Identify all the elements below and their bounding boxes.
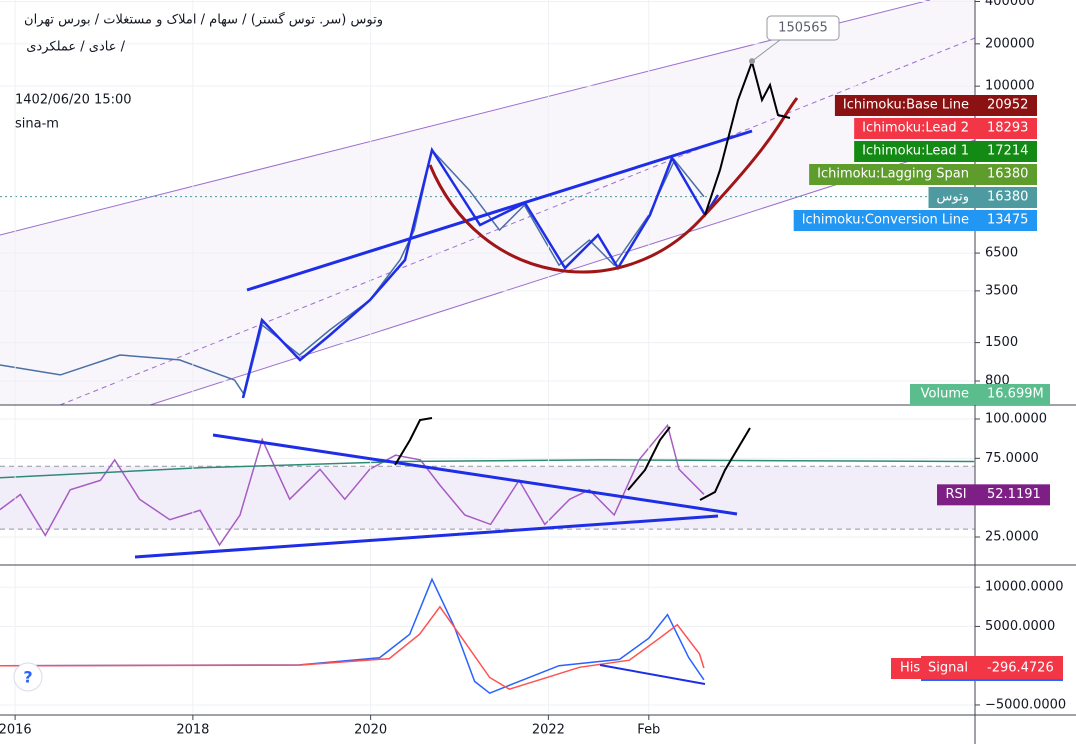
label-name-box bbox=[793, 210, 975, 231]
logo-mark: ? bbox=[23, 668, 32, 687]
series-line bbox=[0, 577, 705, 695]
rsi-value-box bbox=[975, 484, 1050, 506]
zigzag bbox=[241, 146, 720, 399]
label-name: Ichimoku:Conversion Line bbox=[802, 213, 969, 228]
callout-box bbox=[766, 15, 840, 41]
label-name-box bbox=[854, 141, 975, 162]
subtitle: عادی / عملکردی / bbox=[26, 40, 125, 55]
y-tick-label: 400000 bbox=[985, 0, 1035, 9]
symbol-path: وتوس (سر. توس گستر) / سهام / املاک و مست… bbox=[24, 12, 383, 28]
label-name: وتوس bbox=[937, 190, 969, 205]
y-tick-label: 6500 bbox=[985, 246, 1018, 261]
cup-arc bbox=[428, 97, 799, 274]
y-tick-label: 100.0000 bbox=[985, 412, 1047, 427]
rsi-projection bbox=[394, 417, 751, 501]
x-tick-label: Feb bbox=[637, 723, 660, 738]
projection bbox=[704, 58, 791, 216]
timestamp: 1402/06/20 15:00 bbox=[15, 93, 132, 108]
y-tick-label: 10000.0000 bbox=[985, 580, 1064, 595]
rsi-value: 52.1191 bbox=[987, 487, 1041, 502]
label-value-box bbox=[975, 95, 1037, 116]
volume-value: 16.699M bbox=[987, 387, 1044, 402]
label-name: Ichimoku:Lead 2 bbox=[862, 121, 969, 136]
x-tick-label: 2018 bbox=[176, 723, 209, 738]
label-value-box bbox=[975, 164, 1037, 185]
signal-value-box bbox=[975, 656, 1063, 681]
hist-name: His bbox=[900, 661, 920, 676]
volume-name: Volume bbox=[921, 387, 969, 402]
label-name: Ichimoku:Lagging Span bbox=[817, 167, 969, 182]
label-name-box bbox=[854, 118, 975, 139]
user: sina-m bbox=[15, 117, 59, 132]
label-value: 18293 bbox=[987, 121, 1028, 136]
x-tick-label: 2016 bbox=[0, 723, 32, 738]
label-value: 20952 bbox=[987, 98, 1028, 113]
label-value: 16380 bbox=[987, 167, 1028, 182]
x-tick-label: 2020 bbox=[354, 723, 387, 738]
series-line bbox=[0, 148, 705, 397]
trend-line bbox=[246, 129, 753, 292]
callout-pointer bbox=[751, 39, 781, 62]
volume-value-box bbox=[975, 384, 1050, 405]
label-value-box bbox=[975, 118, 1037, 139]
label-name: Ichimoku:Base Line bbox=[843, 98, 969, 113]
rsi-name: RSI bbox=[945, 487, 966, 502]
plot-layer bbox=[0, 0, 975, 715]
series-line bbox=[0, 605, 705, 691]
label-value: 16380 bbox=[987, 190, 1028, 205]
label-name-box bbox=[834, 95, 975, 116]
signal-name-box bbox=[921, 656, 975, 681]
x-tick-label: 2022 bbox=[532, 723, 565, 738]
peak-label: 150565 bbox=[778, 21, 828, 36]
y-tick-label: 5000.0000 bbox=[985, 619, 1055, 634]
signal-name: Signal bbox=[928, 661, 968, 676]
y-tick-label: 25.0000 bbox=[985, 529, 1039, 544]
macd-trend bbox=[599, 664, 706, 685]
series-line bbox=[0, 423, 705, 547]
signal-value: -296.4726 bbox=[987, 661, 1054, 676]
channel-fill bbox=[0, 0, 975, 405]
y-tick-label: 3500 bbox=[985, 283, 1018, 298]
channel-middle bbox=[59, 37, 976, 406]
y-tick-label: −5000.0000 bbox=[985, 697, 1066, 712]
rsi-trend bbox=[134, 514, 719, 559]
label-value-box bbox=[975, 187, 1037, 208]
label-name-box bbox=[809, 164, 975, 185]
label-name-box bbox=[928, 187, 975, 208]
volume-name-box bbox=[910, 384, 975, 405]
y-tick-label: 100000 bbox=[985, 79, 1035, 94]
rsi-name-box bbox=[937, 484, 975, 506]
label-name: Ichimoku:Lead 1 bbox=[862, 144, 969, 159]
y-tick-label: 75.0000 bbox=[985, 451, 1039, 466]
rsi-trend bbox=[212, 433, 738, 516]
logo bbox=[13, 662, 43, 692]
y-tick-label: 1500 bbox=[985, 335, 1018, 350]
y-tick-label: 200000 bbox=[985, 36, 1035, 51]
label-value: 17214 bbox=[987, 144, 1028, 159]
series-line bbox=[0, 459, 975, 479]
label-value-box bbox=[975, 141, 1037, 162]
label-value: 13475 bbox=[987, 213, 1028, 228]
label-value-box bbox=[975, 210, 1037, 231]
